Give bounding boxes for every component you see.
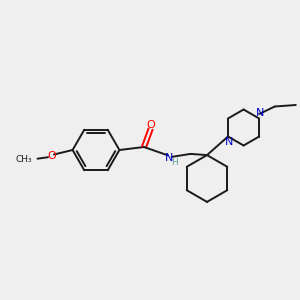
- Text: H: H: [171, 158, 178, 167]
- Text: O: O: [48, 151, 57, 161]
- Text: N: N: [224, 137, 233, 147]
- Text: O: O: [147, 119, 156, 130]
- Text: N: N: [165, 153, 173, 163]
- Text: N: N: [256, 108, 264, 118]
- Text: CH₃: CH₃: [16, 155, 32, 164]
